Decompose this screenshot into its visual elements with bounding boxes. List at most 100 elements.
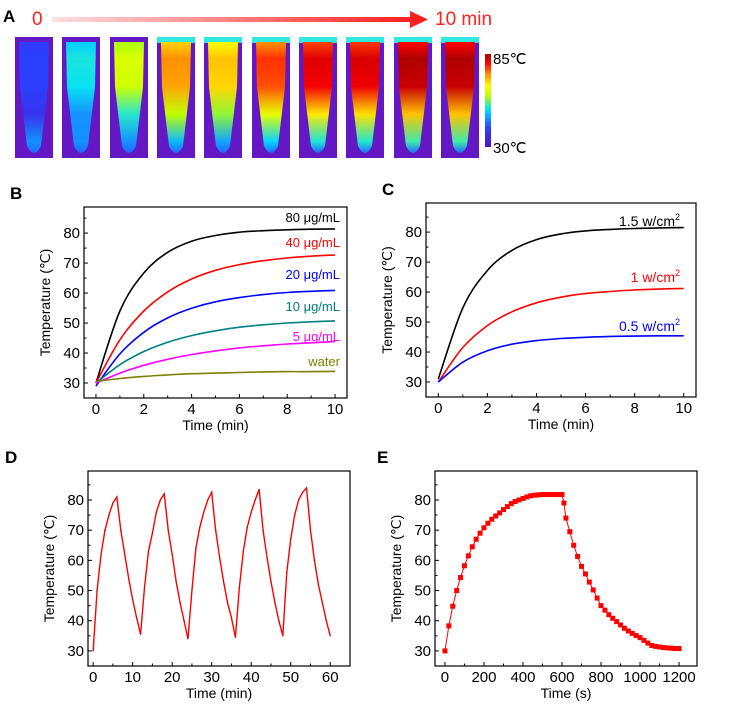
data-point <box>610 615 616 621</box>
heated-tube-shape <box>445 42 475 153</box>
chart-b: B 30 40 50 60 70 80 0 2 4 6 8 10 Time (min) Temperatur… <box>10 184 348 433</box>
data-point <box>313 559 316 561</box>
series-label: 0.5 w/cm2 <box>619 317 680 334</box>
data-point <box>571 542 577 548</box>
x-tick-label: 2 <box>483 400 491 417</box>
series-1: 1 w/cm2 <box>437 268 684 383</box>
data-point <box>294 514 296 516</box>
heated-tube-shape <box>161 42 191 153</box>
data-point <box>598 603 604 609</box>
heated-tube-shape <box>303 42 333 153</box>
data-point <box>555 492 561 498</box>
data-point <box>586 579 592 585</box>
panel-a-thermal-images: A 0 10 min 85℃ 30℃ <box>3 7 527 158</box>
data-point <box>92 650 94 652</box>
plot-frame <box>425 202 697 398</box>
data-point <box>203 511 205 513</box>
y-tick-label: 40 <box>67 613 84 630</box>
thermal-image-frame <box>394 37 432 158</box>
x-tick-label: 0 <box>434 400 442 417</box>
x-tick-label: 1000 <box>623 669 656 686</box>
y-tick-label: 60 <box>67 552 84 569</box>
data-point <box>167 529 169 531</box>
thermal-image-frame <box>441 37 479 158</box>
data-point <box>629 630 635 636</box>
data-point <box>504 504 510 510</box>
data-point <box>274 602 276 604</box>
data-point <box>151 532 154 534</box>
data-point <box>653 643 659 649</box>
data-point <box>485 520 491 526</box>
data-point <box>500 507 506 513</box>
start-time-label: 0 <box>32 9 43 30</box>
series-label: 40 μg/mL <box>286 235 340 250</box>
data-point <box>175 580 177 583</box>
data-point <box>454 588 460 594</box>
series-3: 10 μg/mL <box>95 299 340 384</box>
y-tick-label: 50 <box>67 583 84 600</box>
x-axis-label: Time (min) <box>186 685 252 701</box>
data-point <box>668 645 674 651</box>
x-axis-label: Time (s) <box>541 685 592 701</box>
series-line <box>437 334 684 383</box>
y-tick-label: 80 <box>405 224 422 241</box>
data-point <box>446 623 452 629</box>
y-tick-label: 30 <box>67 643 84 660</box>
thermal-image-frame <box>252 37 290 158</box>
data-point <box>270 580 272 583</box>
series-line <box>95 289 336 387</box>
x-tick-label: 0 <box>92 401 100 418</box>
data-point <box>637 635 643 641</box>
data-point <box>563 515 569 521</box>
x-tick-label: 1200 <box>662 669 695 686</box>
data-point <box>222 580 225 583</box>
data-point <box>250 511 252 513</box>
data-point <box>147 550 150 552</box>
thermal-image-frame <box>110 37 148 158</box>
data-point <box>539 492 545 498</box>
data-point <box>532 492 538 498</box>
data-point <box>528 493 534 499</box>
data-point <box>104 529 106 531</box>
series-2: 20 μg/mL <box>95 267 340 387</box>
data-point <box>238 586 240 589</box>
data-point <box>329 635 331 637</box>
panel-letter-c: C <box>382 180 394 199</box>
panel-letter-e: E <box>377 448 388 467</box>
y-axis-label: Temperature (℃) <box>37 249 53 357</box>
series-4: 5 μg/mL <box>95 329 340 384</box>
series-line <box>95 320 336 384</box>
data-point <box>649 642 655 648</box>
y-tick-label: 60 <box>414 552 431 569</box>
data-point <box>672 645 678 651</box>
plot-frame <box>87 470 351 667</box>
x-tick-label: 400 <box>510 669 535 686</box>
series-0 <box>92 486 331 652</box>
heated-tube-shape <box>256 42 286 153</box>
data-point <box>497 510 503 516</box>
thermal-image-frame <box>15 37 53 158</box>
heated-tube-shape <box>66 42 96 153</box>
y-axis-label: Temperature (℃) <box>379 246 395 354</box>
heated-tube-shape <box>114 42 144 153</box>
data-point <box>242 550 244 552</box>
data-point <box>163 493 165 495</box>
series-label: water <box>307 354 340 369</box>
data-point <box>139 633 142 635</box>
data-point <box>602 607 608 613</box>
data-point <box>325 620 327 622</box>
data-point <box>633 633 639 639</box>
data-point <box>211 491 213 494</box>
y-tick-label: 80 <box>63 225 80 242</box>
x-axis-label: Time (min) <box>528 416 594 432</box>
data-point <box>183 620 185 622</box>
y-tick-label: 70 <box>67 522 84 539</box>
data-point <box>187 638 189 640</box>
series-label: 5 μg/mL <box>293 329 340 344</box>
scale-min-label: 30℃ <box>493 140 527 157</box>
data-point <box>481 525 487 531</box>
data-point <box>582 571 588 577</box>
series-0: 1.5 w/cm2 <box>437 212 684 380</box>
series-0 <box>442 492 682 654</box>
